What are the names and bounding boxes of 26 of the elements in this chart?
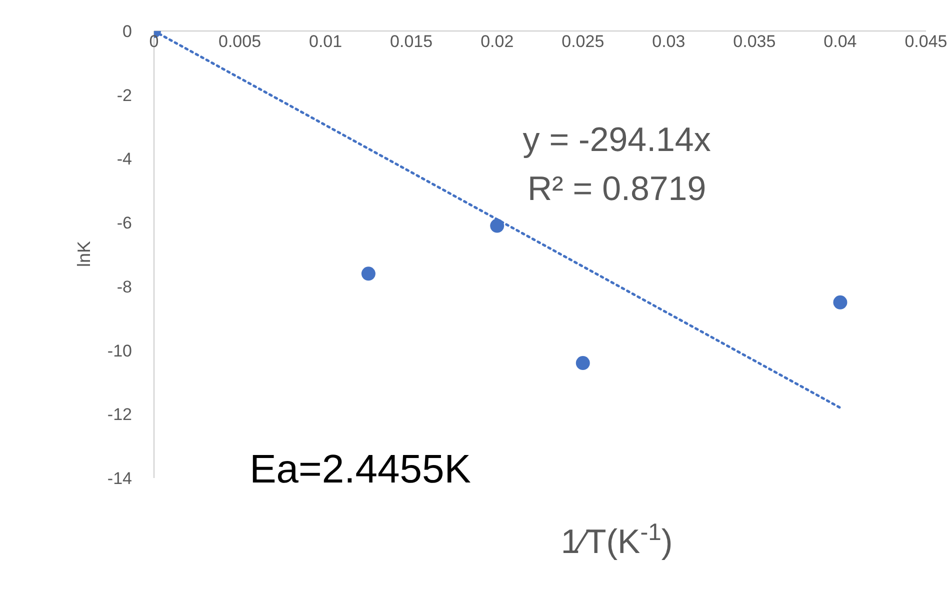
- x-tick-label: 0.025: [562, 32, 604, 51]
- annotation: R² = 0.8719: [527, 170, 706, 208]
- y-axis-title: lnK: [74, 240, 94, 268]
- y-tick-label: -6: [116, 214, 132, 233]
- x-tick-label: 0.04: [824, 32, 857, 51]
- annotation: y = -294.14x: [522, 120, 711, 159]
- x-tick-label: 0.03: [652, 32, 686, 51]
- x-tick-label: 0: [149, 32, 159, 51]
- point: [833, 295, 848, 310]
- x-tick-label: 0.035: [733, 32, 776, 51]
- y-tick-label: -10: [107, 341, 132, 360]
- y-tick-label: -2: [116, 86, 132, 105]
- x-tick-label: 0.005: [218, 32, 262, 51]
- x-tick-label: 0.02: [480, 32, 514, 51]
- y-tick-label: -14: [107, 469, 132, 488]
- point: [576, 356, 590, 370]
- x-tick-label: 0.045: [904, 32, 948, 51]
- point: [361, 266, 376, 281]
- x-tick-label: 0.01: [309, 32, 342, 51]
- y-tick-label: -4: [116, 150, 132, 169]
- x-axis-title: 1⁄T(K$^{-1}$): [560, 518, 673, 561]
- annotation: Ea=2.4455K: [250, 447, 472, 492]
- y-tick-label: -12: [107, 405, 132, 424]
- y-tick-label: -8: [116, 277, 132, 296]
- x-tick-label: 0.015: [390, 32, 433, 51]
- point: [490, 218, 504, 233]
